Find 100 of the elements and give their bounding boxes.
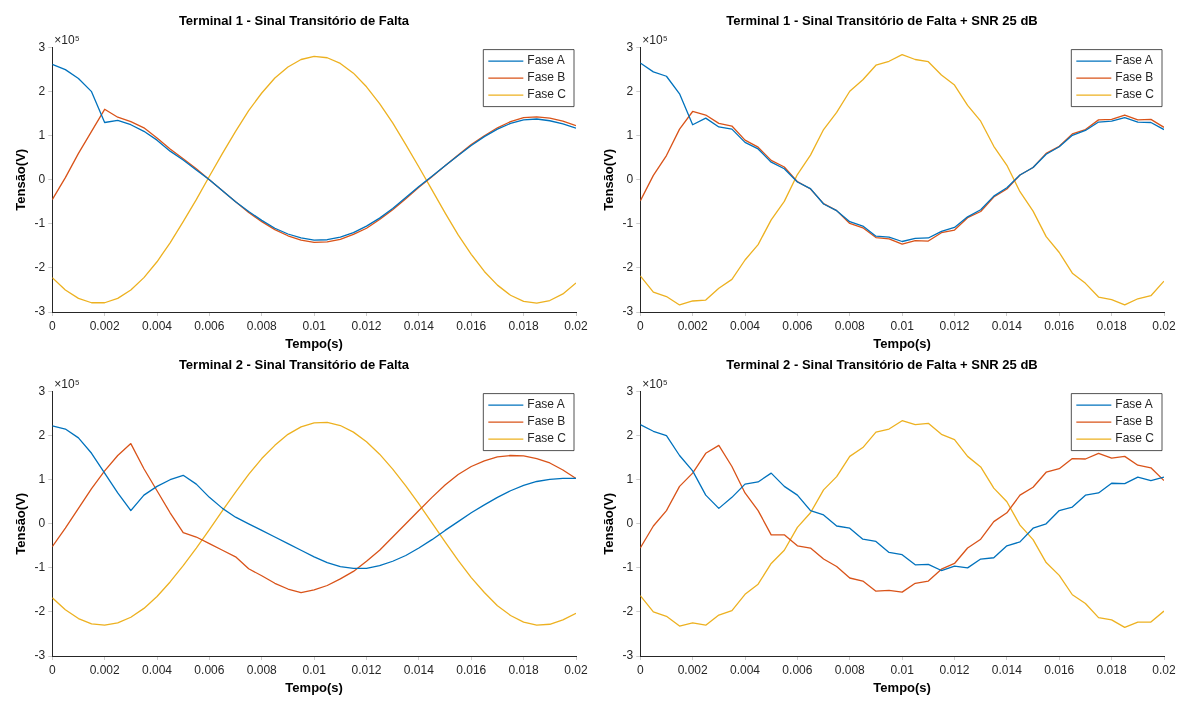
x-axis-title: Tempo(s) (285, 679, 343, 695)
y-tick-label: -1 (34, 216, 46, 231)
text: ×10⁵ (54, 376, 80, 391)
x-tick-label: 0.002 (89, 318, 120, 333)
x-tick-label: 0.016 (456, 318, 487, 333)
y-tick-label: -1 (34, 560, 46, 575)
x-axis-title: Tempo(s) (873, 679, 931, 695)
x-tick-label: 0.002 (677, 318, 708, 333)
x-tick-label: 0.014 (991, 662, 1023, 677)
y-tick-label: 1 (38, 128, 46, 143)
x-tick-label: 0.016 (1044, 662, 1075, 677)
x-tick-label: 0.02 (564, 662, 588, 677)
text: ×10⁵ (54, 32, 80, 47)
y-tick-label: 2 (38, 83, 46, 98)
y-tick-label: 2 (38, 427, 46, 442)
y-tick-label: 1 (626, 128, 634, 143)
y-tick-label: -3 (622, 304, 634, 319)
legend-label: Fase A (527, 53, 565, 68)
x-tick-label: 0.004 (730, 662, 761, 677)
legend-label: Fase A (1115, 53, 1153, 68)
legend-label: Fase B (1115, 414, 1154, 429)
chart-title: Terminal 1 - Sinal Transitório de Falta (178, 13, 410, 29)
y-tick-label: 0 (38, 172, 46, 187)
y-axis-title: Tensão(V) (601, 492, 617, 555)
x-tick-label: 0.006 (782, 662, 813, 677)
x-tick-label: 0 (48, 318, 56, 333)
chart-title: Terminal 1 - Sinal Transitório de Falta + SNR 25 dB (726, 13, 1038, 29)
x-tick-label: 0.01 (890, 662, 915, 677)
x-tick-label: 0.012 (939, 662, 970, 677)
y-tick-label: 3 (626, 39, 634, 54)
legend-label: Fase A (1115, 397, 1153, 412)
y-tick-label: 0 (626, 172, 634, 187)
legend-label: Fase B (527, 70, 566, 85)
x-tick-label: 0.018 (508, 662, 539, 677)
x-tick-label: 0.01 (302, 318, 327, 333)
y-tick-label: 0 (626, 516, 634, 531)
legend-label: Fase C (527, 431, 567, 446)
x-tick-label: 0.008 (834, 318, 866, 333)
y-tick-label: -2 (622, 260, 634, 275)
x-tick-label: 0.01 (890, 318, 915, 333)
x-tick-label: 0.008 (246, 662, 278, 677)
x-tick-label: 0.016 (1044, 318, 1075, 333)
y-tick-label: 3 (38, 383, 46, 398)
x-tick-label: 0.02 (1152, 662, 1176, 677)
x-tick-label: 0.01 (302, 662, 327, 677)
y-tick-label: 0 (38, 516, 46, 531)
y-tick-label: -1 (622, 216, 634, 231)
text: ×10⁵ (642, 32, 668, 47)
x-axis-title: Tempo(s) (873, 335, 931, 351)
y-tick-label: -3 (34, 304, 46, 319)
x-tick-label: 0.006 (194, 318, 225, 333)
x-tick-label: 0.02 (564, 318, 588, 333)
y-tick-label: -1 (622, 560, 634, 575)
legend-label: Fase C (1115, 431, 1155, 446)
legend-label: Fase A (527, 397, 565, 412)
x-tick-label: 0.018 (508, 318, 539, 333)
x-tick-label: 0.006 (194, 662, 225, 677)
x-tick-label: 0.006 (782, 318, 813, 333)
y-tick-label: -3 (34, 648, 46, 663)
y-tick-label: -2 (34, 604, 46, 619)
x-tick-label: 0.008 (246, 318, 278, 333)
x-tick-label: 0.004 (142, 318, 173, 333)
y-axis-title: Tensão(V) (601, 148, 617, 211)
chart-title: Terminal 2 - Sinal Transitório de Falta + SNR 25 dB (726, 357, 1038, 373)
x-tick-label: 0.014 (991, 318, 1023, 333)
y-axis-title: Tensão(V) (13, 148, 29, 211)
y-tick-label: 1 (626, 472, 634, 487)
legend-label: Fase C (527, 87, 567, 102)
x-tick-label: 0.018 (1096, 662, 1127, 677)
x-tick-label: 0.012 (939, 318, 970, 333)
y-tick-label: 2 (626, 83, 634, 98)
x-tick-label: 0.02 (1152, 318, 1176, 333)
x-tick-label: 0.016 (456, 662, 487, 677)
y-tick-label: 3 (38, 39, 46, 54)
chart-title: Terminal 2 - Sinal Transitório de Falta (178, 357, 410, 373)
y-tick-label: 1 (38, 472, 46, 487)
y-tick-label: -3 (622, 648, 634, 663)
x-tick-label: 0 (636, 318, 644, 333)
legend-label: Fase C (1115, 87, 1155, 102)
text: ×10⁵ (642, 376, 668, 391)
legend-label: Fase B (527, 414, 566, 429)
x-tick-label: 0.014 (403, 662, 435, 677)
y-tick-label: 3 (626, 383, 634, 398)
x-tick-label: 0.002 (89, 662, 120, 677)
y-tick-label: 2 (626, 427, 634, 442)
x-tick-label: 0.002 (677, 662, 708, 677)
x-tick-label: 0.008 (834, 662, 866, 677)
x-tick-label: 0.012 (351, 318, 382, 333)
x-tick-label: 0.004 (142, 662, 173, 677)
x-tick-label: 0 (636, 662, 644, 677)
x-tick-label: 0.018 (1096, 318, 1127, 333)
x-tick-label: 0.012 (351, 662, 382, 677)
y-tick-label: -2 (622, 604, 634, 619)
x-tick-label: 0.004 (730, 318, 761, 333)
x-tick-label: 0 (48, 662, 56, 677)
x-tick-label: 0.014 (403, 318, 435, 333)
y-tick-label: -2 (34, 260, 46, 275)
y-axis-title: Tensão(V) (13, 492, 29, 555)
x-axis-title: Tempo(s) (285, 335, 343, 351)
legend-label: Fase B (1115, 70, 1154, 85)
